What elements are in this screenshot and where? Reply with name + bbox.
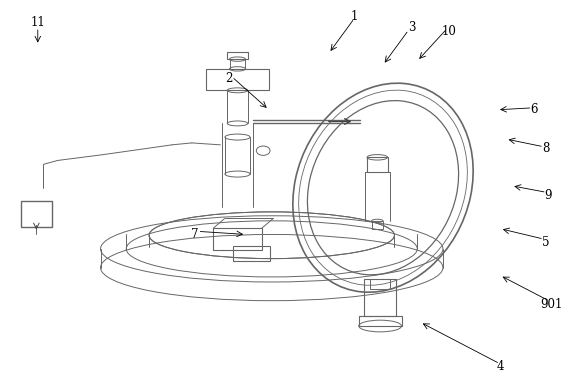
Text: 901: 901 xyxy=(540,298,562,311)
Bar xyxy=(370,279,391,289)
Text: 11: 11 xyxy=(30,16,45,29)
Bar xyxy=(359,316,402,326)
Text: 3: 3 xyxy=(408,22,415,34)
Text: 6: 6 xyxy=(530,103,538,116)
Text: 9: 9 xyxy=(545,189,552,202)
Bar xyxy=(21,201,52,227)
Text: 10: 10 xyxy=(441,25,456,38)
Text: 8: 8 xyxy=(542,142,549,155)
Text: 7: 7 xyxy=(191,228,198,241)
Text: 4: 4 xyxy=(496,361,504,373)
Bar xyxy=(206,69,269,90)
Bar xyxy=(213,228,262,250)
Bar xyxy=(364,279,396,316)
Text: 1: 1 xyxy=(351,10,358,23)
Bar xyxy=(233,246,271,261)
Bar xyxy=(367,157,388,172)
Text: 2: 2 xyxy=(225,72,233,85)
Bar xyxy=(227,52,248,59)
Bar xyxy=(372,221,383,230)
Text: 5: 5 xyxy=(542,236,549,249)
